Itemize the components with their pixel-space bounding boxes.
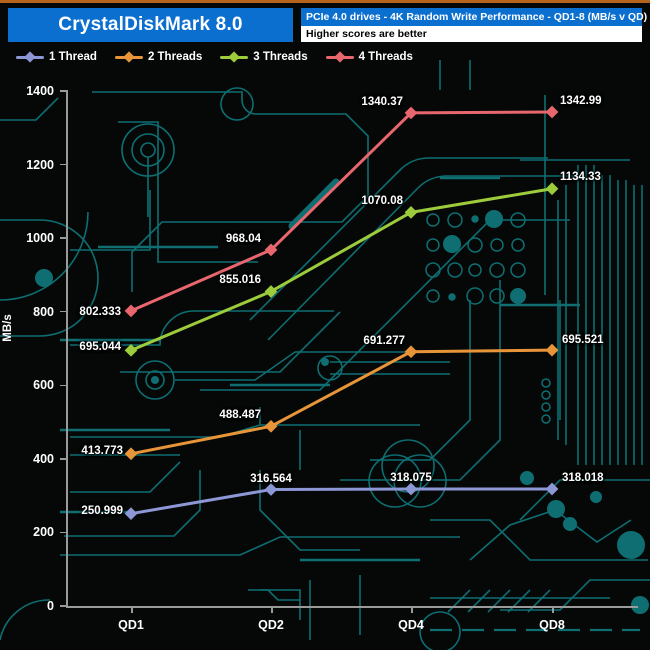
y-tick bbox=[60, 605, 66, 607]
data-point-marker bbox=[264, 483, 278, 496]
legend-label: 3 Threads bbox=[253, 51, 308, 63]
data-point-label: 1340.37 bbox=[361, 95, 403, 108]
legend-label: 2 Threads bbox=[147, 51, 203, 63]
y-tick-label: 200 bbox=[33, 525, 54, 540]
data-point-label: 695.044 bbox=[79, 341, 121, 354]
legend-item-4-threads[interactable]: 4 Threads bbox=[325, 51, 413, 63]
legend-marker-icon bbox=[220, 51, 249, 63]
data-point-marker bbox=[545, 105, 559, 119]
brand-banner: CrystalDiskMark 8.0 bbox=[8, 8, 293, 42]
data-point-label: 250.999 bbox=[81, 504, 123, 517]
legend-marker-icon bbox=[114, 51, 143, 63]
legend-item-1-thread[interactable]: 1 Thread bbox=[16, 51, 97, 63]
chart-title: PCIe 4.0 drives - 4K Random Write Perfor… bbox=[306, 11, 648, 23]
y-tick-label: 1400 bbox=[26, 84, 54, 98]
data-point-marker bbox=[264, 243, 278, 257]
legend-marker-icon bbox=[16, 51, 44, 63]
data-point-label: 802.333 bbox=[79, 305, 121, 318]
data-point-marker bbox=[264, 285, 278, 298]
plot-area: MB/s 0 200 400 600 800 1000 1200 1400 QD1 QD2 QD4… bbox=[0, 70, 650, 650]
data-point-label: 1070.08 bbox=[361, 195, 403, 208]
data-point-marker bbox=[264, 419, 278, 433]
chart-title-bar: PCIe 4.0 drives - 4K Random Write Perfor… bbox=[301, 8, 647, 26]
legend-label: 1 Thread bbox=[49, 51, 97, 63]
legend: 1 Thread 2 Threads 3 Threads 4 Threads bbox=[16, 48, 413, 66]
y-tick-label: 1000 bbox=[26, 231, 54, 246]
data-point-label: 413.773 bbox=[81, 444, 123, 457]
data-point-label: 318.018 bbox=[562, 472, 604, 484]
legend-item-3-threads[interactable]: 3 Threads bbox=[220, 51, 308, 63]
data-point-marker bbox=[404, 205, 418, 219]
data-point-label: 968.04 bbox=[225, 232, 261, 245]
data-point-marker bbox=[545, 343, 559, 357]
data-point-marker bbox=[545, 182, 559, 196]
y-axis-line bbox=[66, 90, 68, 606]
x-tick-label: QD8 bbox=[539, 618, 565, 632]
x-tick-label: QD1 bbox=[118, 618, 144, 632]
series-line bbox=[130, 348, 553, 456]
y-tick bbox=[60, 458, 66, 460]
legend-label: 4 Threads bbox=[358, 51, 413, 63]
data-point-marker bbox=[124, 507, 138, 521]
y-tick bbox=[60, 163, 66, 166]
data-point-label: 488.487 bbox=[219, 409, 261, 422]
x-tick bbox=[552, 606, 554, 613]
y-tick-label: 600 bbox=[33, 378, 54, 393]
data-point-label: 316.564 bbox=[250, 472, 292, 485]
y-tick-label: 0 bbox=[47, 599, 54, 613]
header: CrystalDiskMark 8.0 PCIe 4.0 drives - 4K… bbox=[8, 8, 647, 42]
y-tick bbox=[60, 384, 66, 387]
legend-item-2-threads[interactable]: 2 Threads bbox=[114, 51, 203, 63]
series-line bbox=[130, 487, 553, 516]
data-point-label: 1134.33 bbox=[560, 170, 601, 183]
data-point-marker bbox=[124, 304, 138, 318]
y-tick bbox=[60, 531, 66, 534]
x-tick-label: QD2 bbox=[258, 618, 284, 632]
y-tick-label: 800 bbox=[33, 304, 54, 319]
series-line bbox=[130, 187, 553, 352]
data-point-label: 691.277 bbox=[363, 334, 405, 347]
data-point-label: 855.016 bbox=[219, 274, 261, 287]
data-point-marker bbox=[124, 343, 138, 357]
x-axis-line bbox=[66, 606, 638, 608]
y-tick-label: 400 bbox=[33, 451, 54, 466]
chart-subtitle: Higher scores are better bbox=[306, 28, 427, 40]
x-tick bbox=[411, 606, 413, 613]
data-point-marker bbox=[124, 447, 138, 461]
data-point-label: 1342.99 bbox=[560, 94, 602, 107]
x-tick-label: QD4 bbox=[398, 618, 424, 632]
data-point-marker bbox=[404, 106, 418, 120]
y-tick bbox=[60, 237, 66, 239]
brand-title: CrystalDiskMark 8.0 bbox=[58, 14, 243, 35]
legend-marker-icon bbox=[325, 51, 354, 63]
data-point-label: 695.521 bbox=[562, 334, 604, 347]
chart-subtitle-bar: Higher scores are better bbox=[301, 26, 642, 42]
data-point-marker bbox=[404, 482, 418, 496]
y-tick bbox=[60, 310, 66, 313]
data-point-label: 318.075 bbox=[390, 471, 432, 484]
data-point-marker bbox=[545, 482, 559, 496]
data-point-marker bbox=[404, 345, 418, 359]
y-tick bbox=[60, 90, 66, 92]
x-tick bbox=[131, 606, 133, 613]
x-tick bbox=[271, 606, 273, 613]
y-tick-label: 1200 bbox=[26, 157, 54, 172]
series-lines bbox=[124, 105, 559, 521]
top-border-rule bbox=[0, 0, 650, 3]
series-line bbox=[130, 110, 553, 313]
title-block: PCIe 4.0 drives - 4K Random Write Perfor… bbox=[301, 8, 647, 42]
